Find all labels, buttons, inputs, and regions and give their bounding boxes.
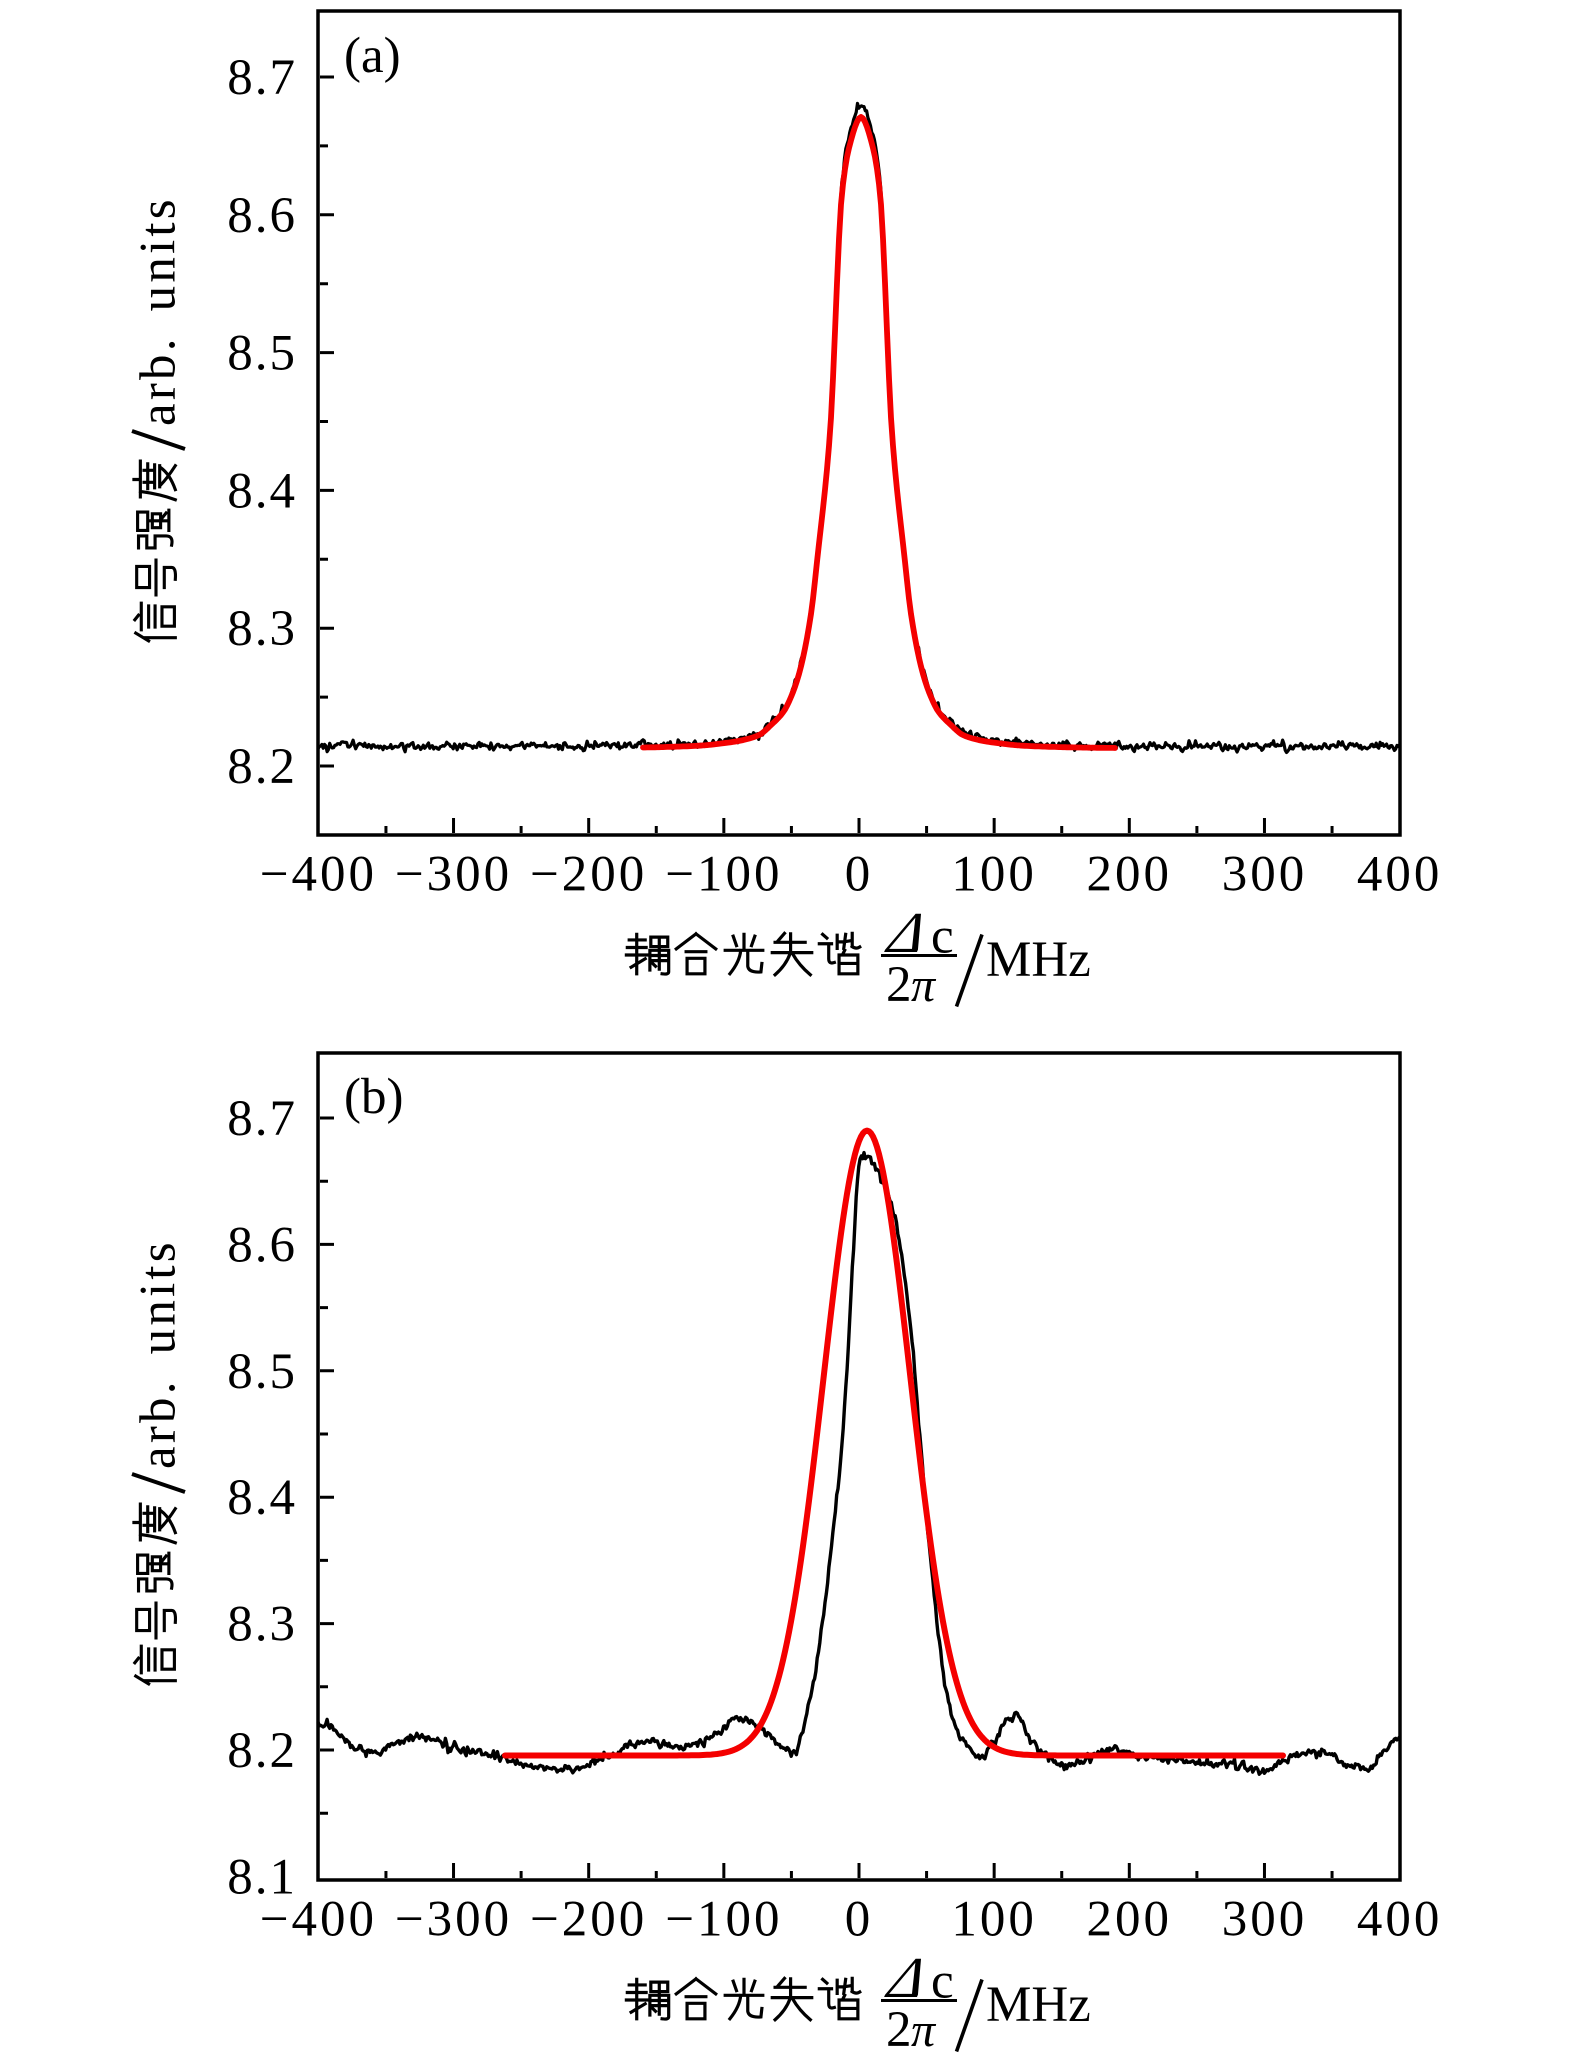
svg-text:−200: −200 (530, 1892, 647, 1948)
svg-text:400: 400 (1357, 847, 1443, 903)
svg-text:200: 200 (1087, 847, 1173, 903)
svg-text:−200: −200 (530, 847, 647, 903)
svg-text:8.2: 8.2 (227, 739, 297, 795)
svg-text:100: 100 (951, 1892, 1037, 1948)
svg-text:2: 2 (886, 2002, 912, 2058)
svg-text:−300: −300 (395, 847, 512, 903)
svg-text:8.3: 8.3 (227, 1597, 297, 1653)
svg-text:MHz: MHz (986, 932, 1091, 988)
svg-text:300: 300 (1222, 1892, 1308, 1948)
svg-text:100: 100 (951, 847, 1037, 903)
svg-text:8.2: 8.2 (227, 1723, 297, 1779)
svg-text:π: π (911, 959, 937, 1012)
svg-text:(a): (a) (344, 28, 401, 84)
svg-text:8.7: 8.7 (227, 50, 297, 106)
svg-text:0: 0 (845, 1892, 874, 1948)
svg-text:8.4: 8.4 (227, 1470, 297, 1526)
svg-text:0: 0 (845, 847, 874, 903)
svg-text:8.5: 8.5 (227, 326, 297, 382)
svg-text:8.7: 8.7 (227, 1091, 297, 1147)
svg-text:8.4: 8.4 (227, 463, 297, 519)
svg-text:MHz: MHz (986, 1977, 1091, 2033)
svg-text:8.6: 8.6 (227, 188, 297, 244)
svg-text:(b): (b) (344, 1069, 403, 1125)
svg-text:arb. units: arb. units (131, 196, 187, 426)
svg-text:400: 400 (1357, 1892, 1443, 1948)
svg-text:8.6: 8.6 (227, 1217, 297, 1273)
svg-text:8.5: 8.5 (227, 1344, 297, 1400)
svg-text:300: 300 (1222, 847, 1308, 903)
svg-text:2: 2 (886, 957, 912, 1013)
svg-text:π: π (911, 2004, 937, 2057)
svg-text:−100: −100 (665, 1892, 782, 1948)
svg-text:−400: −400 (260, 1892, 377, 1948)
svg-text:arb. units: arb. units (131, 1239, 187, 1469)
svg-text:c: c (931, 909, 954, 965)
svg-text:c: c (931, 1954, 954, 2010)
svg-text:8.1: 8.1 (227, 1849, 297, 1905)
svg-text:8.3: 8.3 (227, 601, 297, 657)
svg-text:−400: −400 (260, 847, 377, 903)
svg-text:200: 200 (1087, 1892, 1173, 1948)
svg-text:−300: −300 (395, 1892, 512, 1948)
svg-text:−100: −100 (665, 847, 782, 903)
